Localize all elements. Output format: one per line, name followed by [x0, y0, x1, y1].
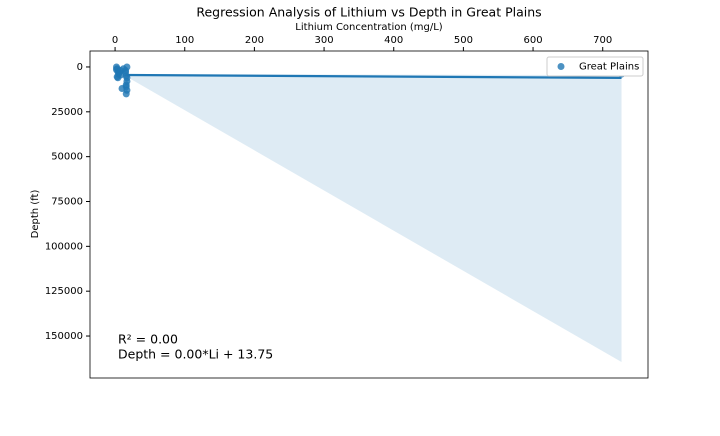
x-tick-label: 300	[315, 35, 334, 46]
chart-title: Regression Analysis of Lithium vs Depth …	[196, 5, 541, 20]
x-tick-label: 0	[112, 35, 118, 46]
y-tick-label: 150000	[45, 331, 83, 342]
regression-line	[126, 73, 622, 80]
x-tick-label: 600	[524, 35, 543, 46]
scatter-point	[122, 83, 130, 91]
legend-marker	[557, 63, 565, 70]
y-tick-label: 25000	[51, 107, 83, 118]
scatter-point	[117, 71, 125, 79]
scatter-point	[119, 65, 127, 73]
x-tick-label: 500	[454, 35, 473, 46]
scatter-point	[122, 90, 130, 98]
plot-frame	[89, 50, 649, 379]
x-tick-label: 700	[593, 35, 612, 46]
y-tick-label: 75000	[51, 196, 83, 207]
x-tick-label: 400	[384, 35, 403, 46]
legend-box	[546, 56, 644, 77]
y-tick-label: 0	[77, 62, 83, 73]
annotation: Depth = 0.00*Li + 13.75	[118, 347, 273, 362]
y-axis-label: Depth (ft)	[30, 190, 41, 239]
x-tick-label: 100	[175, 35, 194, 46]
y-tick-label: 100000	[45, 241, 83, 252]
legend-label: Great Plains	[579, 62, 639, 73]
x-tick-label: 200	[245, 35, 264, 46]
annotation: R² = 0.00	[118, 332, 178, 347]
confidence-band	[126, 74, 622, 363]
y-tick-label: 50000	[51, 152, 83, 163]
x-axis-label: Lithium Concentration (mg/L)	[295, 22, 442, 33]
y-tick-label: 125000	[45, 286, 83, 297]
